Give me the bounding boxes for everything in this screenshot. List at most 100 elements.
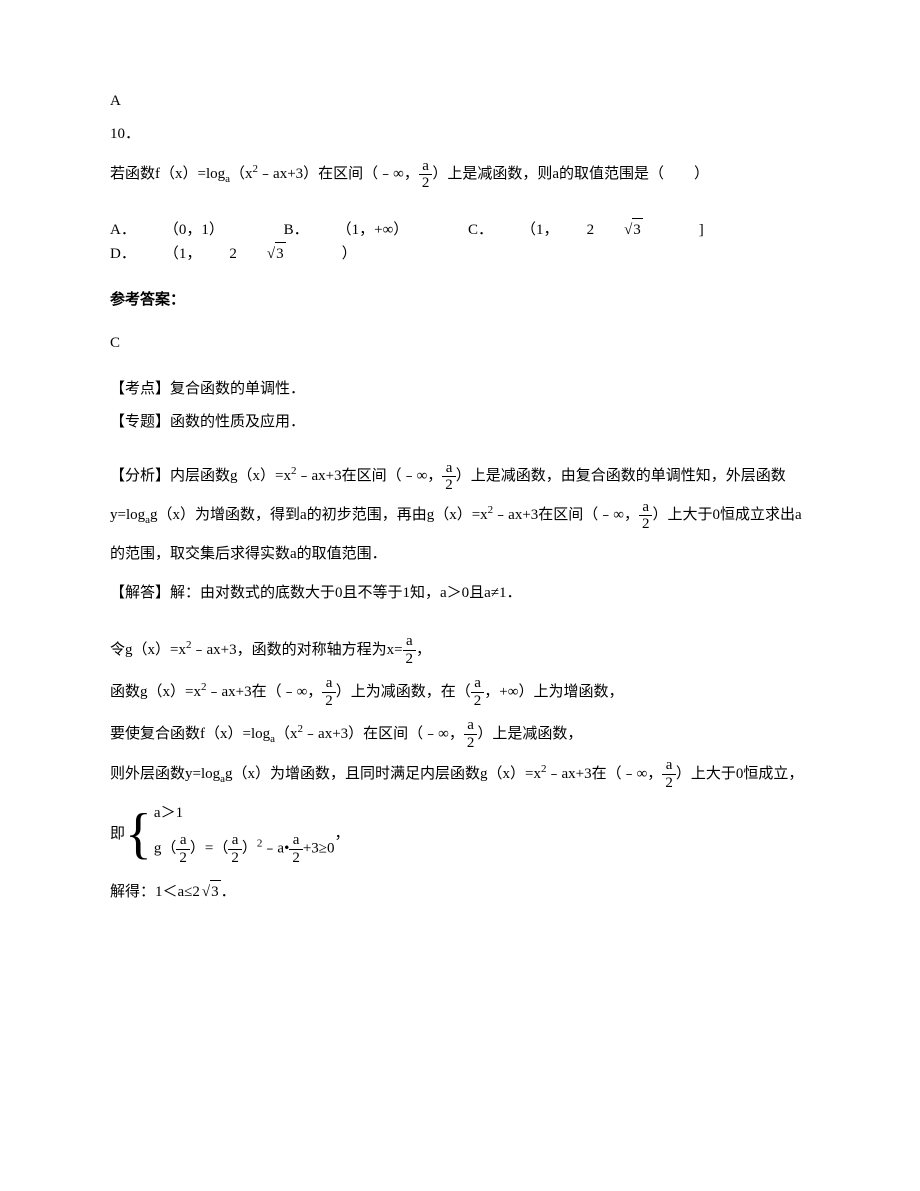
text: ﹣ax+3）在区间（﹣∞，: [303, 726, 464, 742]
text: ﹣ax+3，函数的对称轴方程为x=: [191, 642, 402, 658]
system-line1: a＞1: [154, 802, 335, 825]
numerator: a: [419, 158, 433, 176]
opt-prefix: C．: [468, 219, 493, 242]
opt-text: （1，: [164, 243, 202, 266]
text: ）: [242, 840, 257, 856]
option-b: B． （1，+∞）: [284, 219, 437, 242]
fraction-a-over-2: a2: [403, 633, 417, 667]
question-stem: 若函数f（x）=log a （x 2﹣ax+3）在区间（﹣∞，a2）上是减函数，则a的…: [110, 155, 810, 194]
option-c: C． （1， 2 3]: [468, 218, 732, 242]
fraction-a-over-2: a2: [322, 675, 336, 709]
opt-text: （1，+∞）: [337, 219, 409, 242]
option-a: A． （0，1）: [110, 219, 252, 242]
numerator: a: [403, 633, 417, 651]
radicand: 3: [632, 218, 643, 242]
text: ）=（: [190, 840, 228, 856]
denominator: 2: [403, 651, 417, 668]
fraction-a-over-2: a2: [228, 832, 242, 866]
text: +3≥0: [303, 840, 335, 856]
sqrt-3: 3: [200, 880, 221, 904]
jieda-line3: 函数g（x）=x2﹣ax+3在（﹣∞，a2）上为减函数，在（a2，+∞）上为增函…: [110, 671, 810, 713]
sqrt-3: 3: [265, 242, 314, 266]
solution-answer: C: [110, 332, 810, 355]
fraction-a-over-2: a2: [464, 717, 478, 751]
fraction-a-over-2: a2: [662, 757, 676, 791]
opt-text: ]: [699, 219, 704, 242]
denominator: 2: [289, 850, 303, 867]
stem-text: ）上是减函数，则a的取值范围是（ ）: [432, 166, 709, 182]
options-row: A． （0，1） B． （1，+∞） C． （1， 2 3] D． （1， 2 3 ）: [110, 218, 810, 265]
stem-text: ﹣ax+3）在区间（﹣∞，: [258, 166, 419, 182]
text: ﹣ax+3在区间（﹣∞，: [493, 507, 639, 523]
opt-prefix: A．: [110, 219, 136, 242]
text: g（x）为增函数，得到a的初步范围，再由g（x）=x: [150, 507, 488, 523]
fraction-a-over-2: a2: [442, 460, 456, 494]
text: （x: [275, 726, 298, 742]
jieda-line1: 【解答】解：由对数式的底数大于0且不等于1知，a＞0且a≠1．: [110, 582, 810, 605]
opt-prefix: D．: [110, 243, 136, 266]
equation-system: 即 { a＞1 g（a2）=（a2）2﹣a•a2+3≥0 ，: [110, 798, 810, 871]
jieda-line5: 则外层函数y=logag（x）为增函数，且同时满足内层函数g（x）=x2﹣ax+…: [110, 755, 810, 794]
numerator: a: [662, 757, 676, 775]
denominator: 2: [442, 477, 456, 494]
text: 2: [192, 884, 200, 900]
option-d: D．（1，23）: [110, 242, 385, 266]
text: g（: [154, 840, 177, 856]
denominator: 2: [176, 850, 190, 867]
opt-prefix: B．: [284, 219, 309, 242]
radicand: 3: [210, 880, 221, 904]
text: ﹣a•: [262, 840, 289, 856]
text: ．: [221, 884, 236, 900]
numerator: a: [289, 832, 303, 850]
fraction-a-over-2: a2: [419, 158, 433, 192]
denominator: 2: [639, 516, 653, 533]
sqrt-3: 3: [622, 218, 671, 242]
text: ﹣ax+3在区间（﹣∞，: [296, 468, 442, 484]
fenxi: 【分析】内层函数g（x）=x2﹣ax+3在区间（﹣∞，a2）上是减函数，由复合函…: [110, 457, 810, 574]
kaodian: 【考点】复合函数的单调性．: [110, 378, 810, 401]
system-line2: g（a2）=（a2）2﹣a•a2+3≥0: [154, 832, 335, 866]
text: ）上大于0恒成立，: [676, 766, 804, 782]
jieda-line4: 要使复合函数f（x）=loga（x2﹣ax+3）在区间（﹣∞，a2）上是减函数，: [110, 713, 810, 755]
numerator: a: [471, 675, 485, 693]
opt-text: ）: [342, 243, 357, 266]
stem-text: 若函数f（x）=log: [110, 166, 225, 182]
opt-text: （0，1）: [164, 219, 224, 242]
zhuanti: 【专题】函数的性质及应用．: [110, 411, 810, 434]
brace-content: a＞1 g（a2）=（a2）2﹣a•a2+3≥0: [154, 798, 335, 871]
denominator: 2: [322, 693, 336, 710]
opt-text: 2: [587, 219, 595, 242]
ji-label: 即: [110, 823, 125, 846]
fraction-a-over-2: a2: [639, 499, 653, 533]
left-brace: {: [125, 806, 152, 862]
denominator: 2: [471, 693, 485, 710]
question-number: 10．: [110, 123, 810, 146]
text: 函数g（x）=x: [110, 684, 201, 700]
text: g（x）为增函数，且同时满足内层函数g（x）=x: [225, 766, 541, 782]
text: ﹣ax+3在（﹣∞，: [547, 766, 663, 782]
text: 令g（x）=x: [110, 642, 186, 658]
fraction-a-over-2: a2: [471, 675, 485, 709]
jiede: 解得：1＜a≤23．: [110, 880, 810, 904]
numerator: a: [442, 460, 456, 478]
answer-heading: 参考答案：: [110, 289, 810, 312]
opt-text: （1，: [521, 219, 559, 242]
text: ，+∞）上为增函数，: [484, 684, 623, 700]
jieda-line2: 令g（x）=x 2﹣ax+3，函数的对称轴方程为x=a2，: [110, 629, 810, 671]
text: ）上为减函数，在（: [336, 684, 471, 700]
radicand: 3: [275, 242, 286, 266]
numerator: a: [322, 675, 336, 693]
fraction-a-over-2: a2: [289, 832, 303, 866]
text: 则外层函数y=log: [110, 766, 220, 782]
denominator: 2: [464, 735, 478, 752]
text: ，: [416, 642, 431, 658]
fraction-a-over-2: a2: [176, 832, 190, 866]
text: ）上是减函数，: [477, 726, 582, 742]
numerator: a: [228, 832, 242, 850]
brace-tail: ，: [335, 823, 350, 846]
numerator: a: [464, 717, 478, 735]
stem-text: （x: [230, 166, 253, 182]
answer-9: A: [110, 90, 810, 113]
text: 解得：1＜a: [110, 884, 184, 900]
denominator: 2: [419, 175, 433, 192]
